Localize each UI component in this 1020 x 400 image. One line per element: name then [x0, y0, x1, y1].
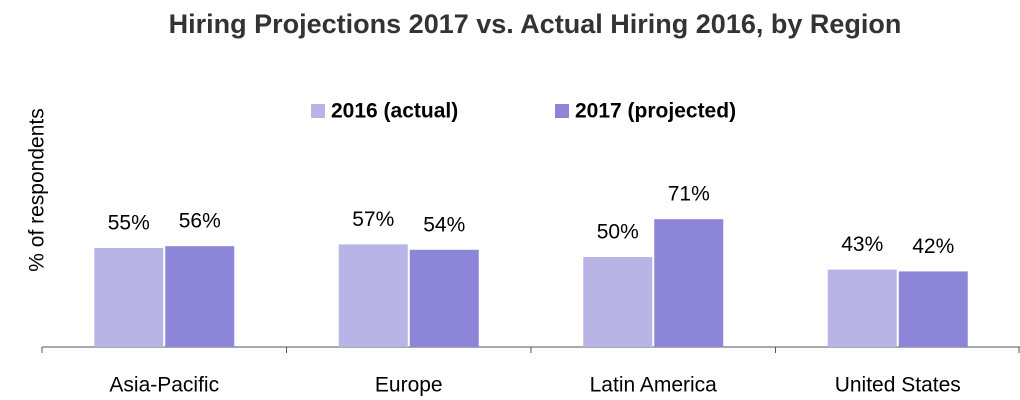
value-label: 56%	[179, 210, 221, 233]
value-label: 57%	[352, 208, 394, 231]
value-label: 42%	[912, 235, 954, 258]
chart-title: Hiring Projections 2017 vs. Actual Hirin…	[168, 9, 902, 39]
bar	[94, 248, 164, 347]
x-tick-label: Asia-Pacific	[109, 374, 219, 397]
bar	[409, 249, 479, 347]
x-tick-label: Latin America	[590, 374, 718, 397]
bar	[898, 271, 968, 347]
x-tick-label: Europe	[375, 374, 443, 397]
legend-swatch	[555, 104, 569, 118]
value-label: 55%	[108, 212, 150, 235]
legend-swatch	[311, 104, 325, 118]
bar	[338, 244, 408, 347]
bar	[827, 269, 897, 347]
x-tick-label: United States	[835, 374, 961, 397]
legend-label: 2016 (actual)	[331, 100, 458, 123]
bar	[654, 219, 724, 347]
value-label: 43%	[841, 233, 883, 256]
value-label: 50%	[597, 221, 639, 244]
bar	[583, 257, 653, 347]
value-label: 54%	[423, 213, 465, 236]
legend-label: 2017 (projected)	[575, 100, 736, 123]
bar	[165, 246, 235, 347]
value-label: 71%	[668, 183, 710, 206]
y-axis-label: % of respondents	[26, 108, 49, 271]
